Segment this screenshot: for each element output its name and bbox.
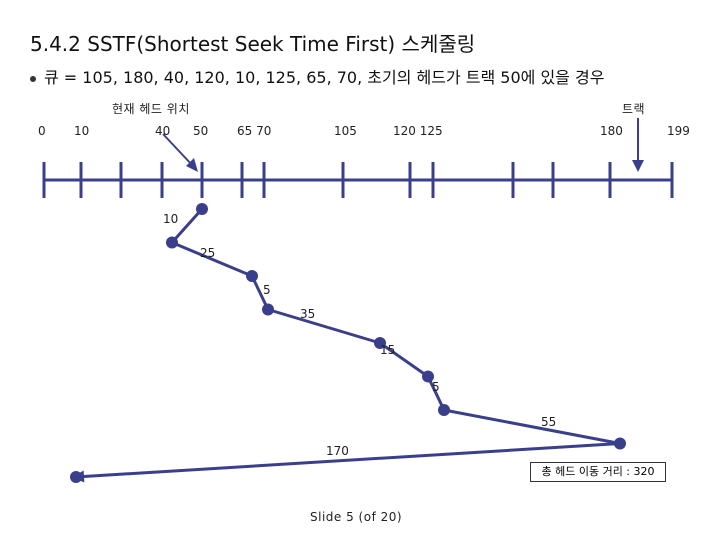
distance-label-5: 15 bbox=[380, 343, 396, 357]
distance-label-1: 10 bbox=[163, 212, 179, 226]
seek-segment-3 bbox=[250, 275, 270, 311]
distance-label-8: 170 bbox=[326, 444, 349, 458]
track-number-50: 50 bbox=[193, 124, 209, 138]
seek-point-120 bbox=[422, 370, 434, 383]
distance-label-7: 55 bbox=[541, 415, 557, 429]
seek-point-105 bbox=[374, 337, 386, 349]
seek-segment-2 bbox=[171, 241, 253, 278]
seek-point-180 bbox=[614, 437, 626, 450]
distance-label-2: 25 bbox=[200, 246, 216, 260]
bullet-icon bbox=[30, 75, 36, 82]
track-number-105: 105 bbox=[334, 124, 357, 138]
seek-segment-4 bbox=[267, 308, 381, 345]
seek-point-40 bbox=[166, 236, 178, 249]
track-number-0: 0 bbox=[38, 124, 46, 138]
distance-label-6: 5 bbox=[432, 380, 440, 394]
track-number-65-70: 65 70 bbox=[237, 124, 272, 138]
slide-footer: Slide 5 (of 20) bbox=[310, 510, 403, 524]
seek-segment-6 bbox=[426, 375, 446, 411]
track-number-199: 199 bbox=[667, 124, 690, 138]
seek-segment-5 bbox=[379, 341, 429, 378]
track-number-120-125: 120 125 bbox=[393, 124, 443, 138]
distance-label-3: 5 bbox=[263, 283, 271, 297]
track-number-180: 180 bbox=[600, 124, 623, 138]
track-number-40: 40 bbox=[155, 124, 171, 138]
seek-points bbox=[70, 203, 626, 483]
head-pointer-arrow bbox=[162, 133, 198, 172]
seek-point-50 bbox=[196, 203, 208, 215]
seek-path bbox=[72, 207, 621, 483]
seek-point-10 bbox=[70, 471, 82, 483]
track-number-10: 10 bbox=[74, 124, 90, 138]
seek-point-70 bbox=[262, 303, 274, 316]
seek-segment-7 bbox=[443, 408, 621, 445]
head-position-label: 현재 헤드 위치 bbox=[112, 102, 190, 116]
queue-description: 큐 = 105, 180, 40, 120, 10, 125, 65, 70, … bbox=[30, 64, 604, 88]
track-label: 트랙 bbox=[622, 102, 646, 116]
distance-label-4: 35 bbox=[300, 307, 316, 321]
total-distance-box: 총 헤드 이동 거리 : 320 bbox=[530, 462, 666, 482]
track-axis bbox=[42, 162, 674, 198]
slide-title: 5.4.2 SSTF(Shortest Seek Time First) 스케줄… bbox=[30, 32, 476, 56]
seek-segment-8 bbox=[75, 442, 621, 479]
seek-segment-1 bbox=[170, 207, 204, 244]
seek-point-65 bbox=[246, 270, 258, 282]
track-pointer-arrow bbox=[632, 118, 644, 172]
seek-point-125 bbox=[438, 404, 450, 416]
queue-text: 큐 = 105, 180, 40, 120, 10, 125, 65, 70, … bbox=[44, 68, 605, 87]
